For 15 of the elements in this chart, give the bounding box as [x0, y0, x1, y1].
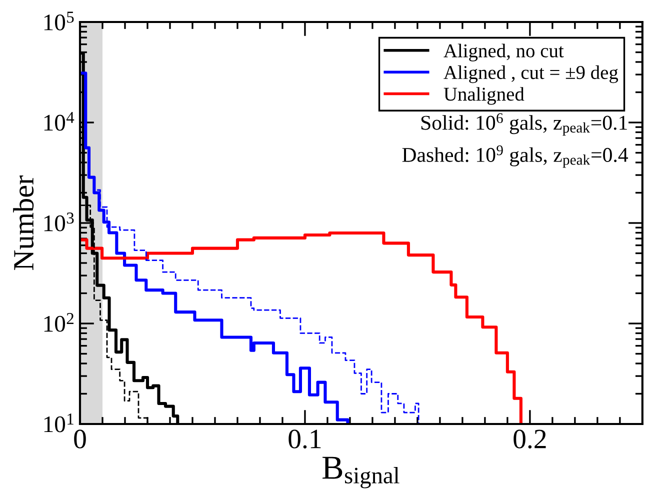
y-tick-label: 10$^{2}$ [44, 313, 74, 332]
x-tick-label: 0 [74, 430, 86, 448]
y-axis-title: Number [13, 175, 34, 270]
y-tick-label: 10$^{4}$ [44, 112, 74, 131]
y-tick-label: 10$^{3}$ [44, 212, 74, 232]
legend-label: Aligned , cut = ±9 deg [444, 65, 618, 84]
x-axis-title: B$_{signal}$ [322, 456, 400, 488]
legend-label: Unaligned [444, 87, 524, 105]
y-tick-label: 10$^{1}$ [44, 414, 74, 432]
legend-label: Aligned, no cut [444, 44, 564, 62]
y-tick-label: 10$^{5}$ [44, 12, 74, 30]
annotation: Solid: 10$^{6}$ gals, z$_{peak}$=0.1 [421, 113, 627, 136]
annotation: Dashed: 10$^{9}$ gals, z$_{peak}$=0.4 [402, 145, 628, 168]
x-tick-label: 0.1 [288, 430, 321, 449]
x-tick-label: 0.2 [514, 430, 546, 449]
